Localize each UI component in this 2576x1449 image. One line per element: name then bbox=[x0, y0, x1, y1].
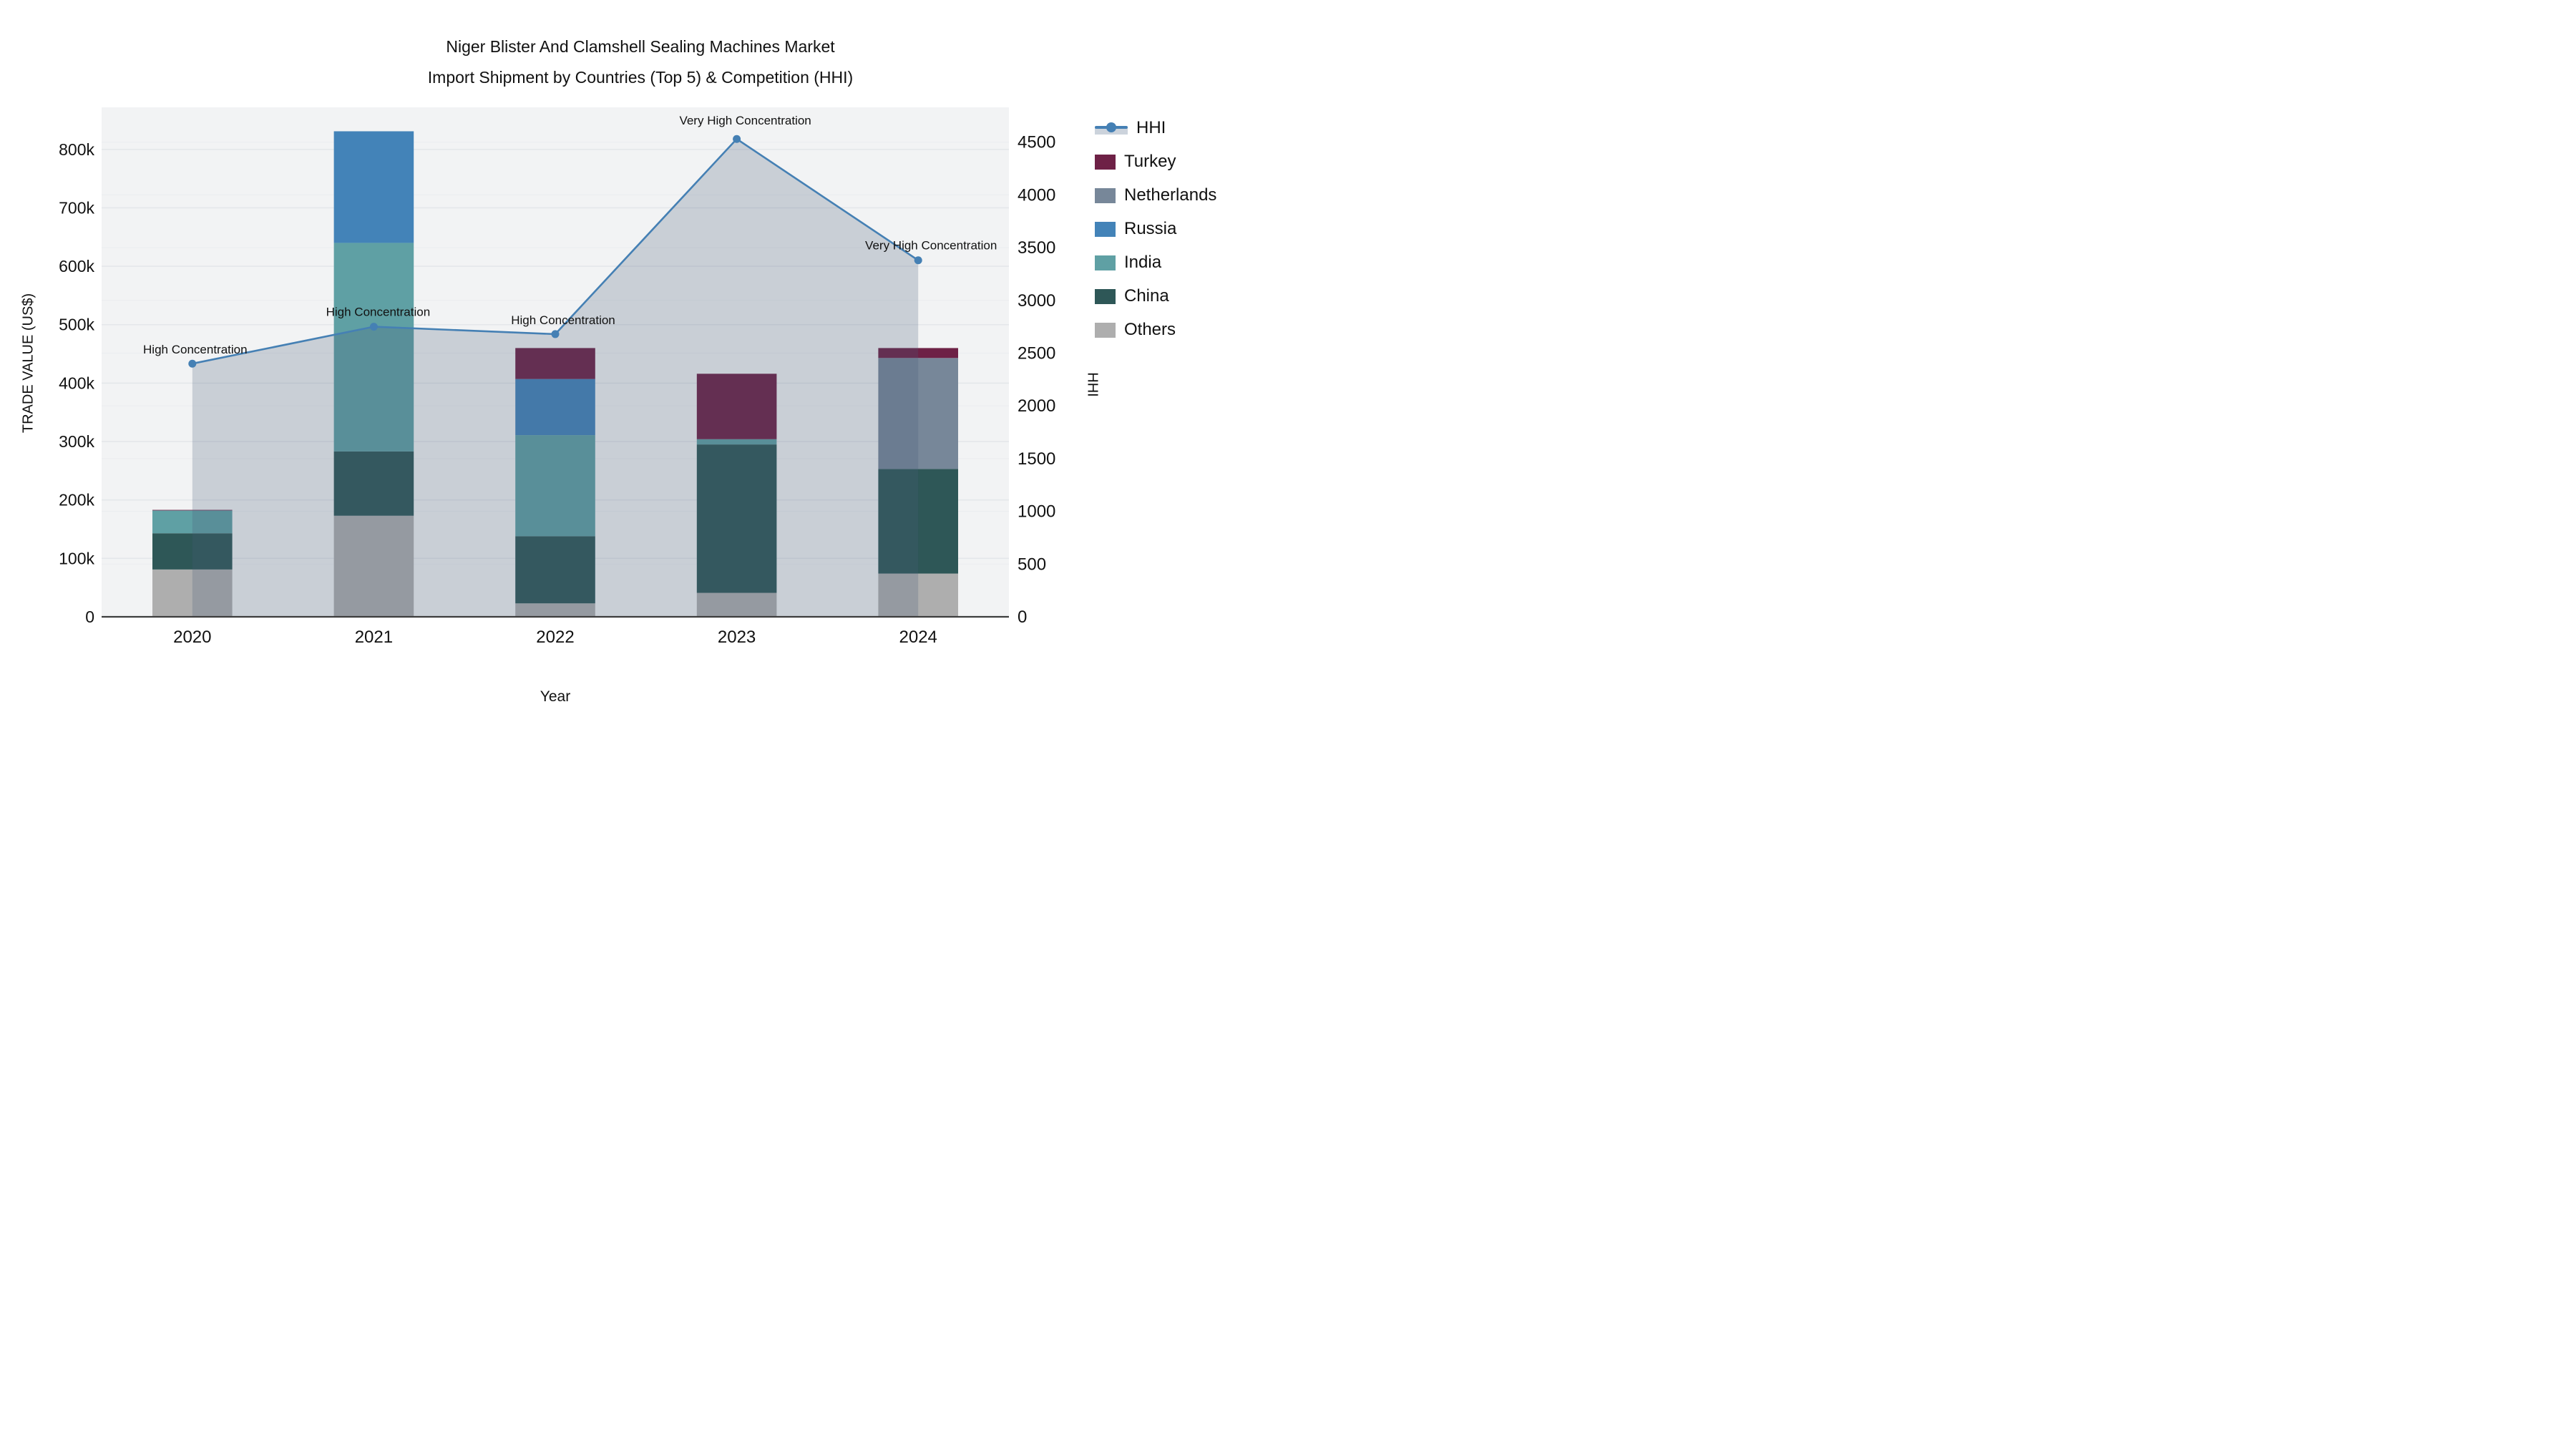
hhi-annotation-2023: Very High Concentration bbox=[679, 114, 811, 127]
legend-item-turkey[interactable]: Turkey bbox=[1095, 150, 1216, 174]
legend-swatch-icon bbox=[1095, 288, 1116, 304]
legend-label: Netherlands bbox=[1124, 185, 1217, 205]
y-left-tick-label: 400k bbox=[59, 374, 94, 392]
legend-item-netherlands[interactable]: Netherlands bbox=[1095, 183, 1216, 208]
legend-label: Turkey bbox=[1124, 152, 1176, 171]
hhi-area-fill bbox=[192, 139, 919, 617]
bar-segment-russia-2021[interactable] bbox=[333, 131, 414, 243]
bar-segment-russia-2022[interactable] bbox=[515, 379, 595, 436]
y-left-tick-label: 100k bbox=[59, 549, 94, 567]
legend-swatch-icon bbox=[1095, 221, 1116, 237]
y-left-tick-label: 300k bbox=[59, 432, 94, 451]
y-left-tick-label: 500k bbox=[59, 316, 94, 334]
legend-label: India bbox=[1124, 253, 1162, 272]
hhi-annotation-2020: High Concentration bbox=[143, 343, 248, 356]
hhi-marker-2020[interactable] bbox=[188, 359, 197, 368]
legend-item-hhi[interactable]: HHI bbox=[1095, 116, 1216, 140]
chart-title: Niger Blister And Clamshell Sealing Mach… bbox=[0, 31, 1281, 93]
legend-item-china[interactable]: China bbox=[1095, 284, 1216, 308]
x-tick-label-2022: 2022 bbox=[536, 628, 574, 647]
hhi-marker-2023[interactable] bbox=[733, 135, 741, 143]
legend-swatch-icon bbox=[1095, 322, 1116, 338]
y-right-tick-label: 2500 bbox=[1018, 343, 1055, 363]
bar-segment-india-2020[interactable] bbox=[152, 510, 233, 534]
legend-swatch-icon bbox=[1095, 255, 1116, 270]
chart-title-line1: Niger Blister And Clamshell Sealing Mach… bbox=[446, 37, 835, 56]
legend-item-russia[interactable]: Russia bbox=[1095, 217, 1216, 241]
y-left-tick-label: 700k bbox=[59, 198, 94, 217]
bar-segment-netherlands-2024[interactable] bbox=[878, 358, 958, 469]
bar-segment-others-2022[interactable] bbox=[515, 603, 595, 617]
x-tick-label-2023: 2023 bbox=[718, 628, 756, 647]
legend-label: Others bbox=[1124, 320, 1176, 339]
legend-swatch-icon bbox=[1095, 187, 1116, 203]
hhi-annotation-2024: Very High Concentration bbox=[865, 239, 997, 253]
legend-item-india[interactable]: India bbox=[1095, 250, 1216, 275]
legend-swatch-icon bbox=[1095, 154, 1116, 170]
y-left-tick-label: 800k bbox=[59, 140, 94, 159]
y-right-tick-label: 1500 bbox=[1018, 449, 1055, 469]
plot-area: High Concentration High Concentration High… bbox=[59, 107, 1055, 647]
hhi-marker-2021[interactable] bbox=[369, 323, 378, 331]
y-left-tick-label: 200k bbox=[59, 491, 94, 509]
y-right-tick-label: 4500 bbox=[1018, 133, 1055, 152]
bar-segment-others-2021[interactable] bbox=[333, 515, 414, 617]
y-left-axis-title: TRADE VALUE (US$) bbox=[20, 293, 36, 434]
hhi-annotation-2022: High Concentration bbox=[511, 313, 615, 327]
hhi-annotation-2021: High Concentration bbox=[326, 306, 431, 319]
bar-segment-turkey-2023[interactable] bbox=[696, 374, 777, 439]
bar-segment-china-2020[interactable] bbox=[152, 533, 233, 570]
bar-segment-india-2023[interactable] bbox=[696, 439, 777, 445]
y-right-tick-label: 4000 bbox=[1018, 185, 1055, 205]
legend: HHI Turkey Netherlands Russia India China Othe… bbox=[1095, 116, 1216, 342]
x-axis-title: Year bbox=[540, 688, 571, 705]
chart-title-line2: Import Shipment by Countries (Top 5) & C… bbox=[427, 68, 854, 87]
y-right-tick-label: 3000 bbox=[1018, 291, 1055, 311]
y-right-tick-label: 0 bbox=[1018, 608, 1027, 627]
y-left-tick-label: 0 bbox=[85, 608, 94, 626]
x-tick-label-2021: 2021 bbox=[355, 628, 393, 647]
legend-label: HHI bbox=[1136, 118, 1166, 137]
bar-segment-turkey-2020[interactable] bbox=[152, 509, 233, 511]
legend-label: China bbox=[1124, 286, 1169, 306]
bar-segment-china-2022[interactable] bbox=[515, 536, 595, 604]
chart-figure: Niger Blister And Clamshell Sealing Mach… bbox=[0, 0, 1288, 724]
y-right-tick-label: 2000 bbox=[1018, 396, 1055, 416]
x-tick-label-2020: 2020 bbox=[173, 628, 211, 647]
y-left-tick-label: 600k bbox=[59, 257, 94, 275]
y-right-tick-label: 500 bbox=[1018, 555, 1046, 574]
hhi-marker-2024[interactable] bbox=[914, 256, 922, 265]
hhi-marker-2022[interactable] bbox=[551, 330, 560, 338]
bar-segment-china-2024[interactable] bbox=[878, 469, 958, 574]
bar-segment-india-2022[interactable] bbox=[515, 435, 595, 537]
bar-segment-china-2021[interactable] bbox=[333, 451, 414, 516]
bar-segment-turkey-2024[interactable] bbox=[878, 348, 958, 358]
bar-segment-turkey-2022[interactable] bbox=[515, 348, 595, 379]
legend-label: Russia bbox=[1124, 219, 1177, 238]
legend-line-marker-icon bbox=[1095, 121, 1128, 136]
bar-segment-india-2021[interactable] bbox=[333, 243, 414, 452]
bar-segment-others-2023[interactable] bbox=[696, 592, 777, 617]
bar-segment-china-2023[interactable] bbox=[696, 444, 777, 593]
y-right-tick-label: 3500 bbox=[1018, 238, 1055, 258]
x-tick-label-2024: 2024 bbox=[899, 628, 937, 647]
bar-segment-others-2024[interactable] bbox=[878, 573, 958, 617]
legend-item-others[interactable]: Others bbox=[1095, 318, 1216, 342]
y-right-tick-label: 1000 bbox=[1018, 502, 1055, 522]
bar-segment-others-2020[interactable] bbox=[152, 569, 233, 617]
